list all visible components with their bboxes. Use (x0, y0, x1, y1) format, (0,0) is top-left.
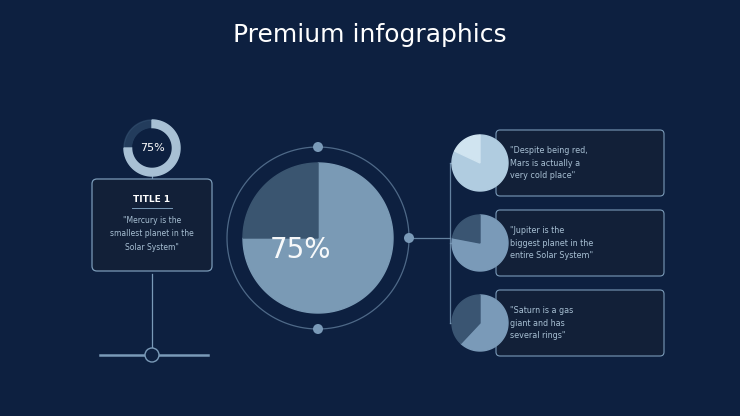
Circle shape (313, 142, 323, 152)
Text: TITLE 1: TITLE 1 (133, 195, 170, 203)
Circle shape (313, 324, 323, 334)
Polygon shape (124, 120, 180, 176)
FancyBboxPatch shape (92, 179, 212, 271)
FancyBboxPatch shape (496, 130, 664, 196)
Circle shape (404, 233, 414, 243)
Text: 75%: 75% (140, 143, 164, 153)
Polygon shape (243, 163, 318, 238)
Text: "Jupiter is the
biggest planet in the
entire Solar System": "Jupiter is the biggest planet in the en… (510, 226, 593, 260)
Polygon shape (133, 129, 171, 167)
Text: "Mercury is the
smallest planet in the
Solar System": "Mercury is the smallest planet in the S… (110, 216, 194, 252)
Polygon shape (124, 120, 180, 176)
Polygon shape (452, 215, 508, 271)
Text: "Despite being red,
Mars is actually a
very cold place": "Despite being red, Mars is actually a v… (510, 146, 588, 180)
Circle shape (145, 348, 159, 362)
Polygon shape (454, 135, 480, 163)
Text: 75%: 75% (269, 236, 331, 264)
Polygon shape (461, 295, 508, 351)
Polygon shape (452, 215, 480, 243)
Polygon shape (452, 295, 480, 344)
Polygon shape (452, 135, 508, 191)
Text: Premium infographics: Premium infographics (233, 23, 507, 47)
Text: "Saturn is a gas
giant and has
several rings": "Saturn is a gas giant and has several r… (510, 306, 574, 340)
Polygon shape (243, 163, 393, 313)
FancyBboxPatch shape (496, 290, 664, 356)
Polygon shape (133, 129, 171, 167)
FancyBboxPatch shape (496, 210, 664, 276)
